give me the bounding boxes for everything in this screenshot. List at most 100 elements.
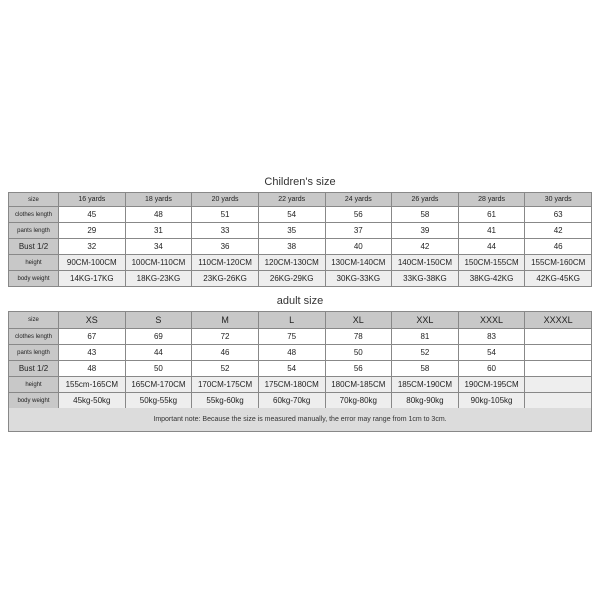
cell: 37 (325, 223, 392, 239)
col-header: L (258, 312, 325, 329)
col-header: XXXL (458, 312, 525, 329)
cell: 72 (192, 329, 259, 345)
children-size-table: size 16 yards 18 yards 20 yards 22 yards… (8, 192, 592, 287)
cell (525, 393, 592, 409)
cell: 180CM-185CM (325, 377, 392, 393)
cell: 90kg-105kg (458, 393, 525, 409)
table-row: Bust 1/2 48 50 52 54 56 58 60 (9, 361, 592, 377)
cell (525, 329, 592, 345)
cell: 51 (192, 207, 259, 223)
table-row: clothes length 67 69 72 75 78 81 83 (9, 329, 592, 345)
cell: 42 (525, 223, 592, 239)
cell: 54 (258, 207, 325, 223)
bust-label: Bust 1/2 (9, 239, 59, 255)
cell (525, 377, 592, 393)
cell: 50 (325, 345, 392, 361)
cell: 48 (258, 345, 325, 361)
cell: 155cm-165CM (59, 377, 126, 393)
cell: 31 (125, 223, 192, 239)
cell: 44 (125, 345, 192, 361)
cell: 190CM-195CM (458, 377, 525, 393)
cell: 26KG-29KG (258, 271, 325, 287)
cell: 45kg-50kg (59, 393, 126, 409)
size-label: size (9, 193, 59, 207)
table-row: pants length 43 44 46 48 50 52 54 (9, 345, 592, 361)
children-title: Children's size (8, 168, 592, 192)
cell: 81 (392, 329, 459, 345)
cell: 55kg-60kg (192, 393, 259, 409)
cell: 58 (392, 361, 459, 377)
cell: 170CM-175CM (192, 377, 259, 393)
adult-title: adult size (8, 287, 592, 311)
cell: 52 (392, 345, 459, 361)
cell: 40 (325, 239, 392, 255)
cell: 69 (125, 329, 192, 345)
body-weight-label: body weight (9, 271, 59, 287)
cell: 185CM-190CM (392, 377, 459, 393)
cell: 48 (59, 361, 126, 377)
clothes-length-label: clothes length (9, 329, 59, 345)
table-row: Bust 1/2 32 34 36 38 40 42 44 46 (9, 239, 592, 255)
table-row: height 90CM-100CM 100CM-110CM 110CM-120C… (9, 255, 592, 271)
table-row: body weight 14KG-17KG 18KG-23KG 23KG-26K… (9, 271, 592, 287)
cell: 38KG-42KG (458, 271, 525, 287)
col-header: 26 yards (392, 193, 459, 207)
cell: 42KG-45KG (525, 271, 592, 287)
cell: 50kg-55kg (125, 393, 192, 409)
cell: 18KG-23KG (125, 271, 192, 287)
cell: 110CM-120CM (192, 255, 259, 271)
body-weight-label: body weight (9, 393, 59, 409)
cell: 23KG-26KG (192, 271, 259, 287)
cell: 67 (59, 329, 126, 345)
cell: 58 (392, 207, 459, 223)
cell: 78 (325, 329, 392, 345)
cell: 60kg-70kg (258, 393, 325, 409)
cell: 165CM-170CM (125, 377, 192, 393)
cell: 130CM-140CM (325, 255, 392, 271)
size-tables-container: Children's size size 16 yards 18 yards 2… (8, 168, 592, 432)
col-header: 24 yards (325, 193, 392, 207)
cell: 120CM-130CM (258, 255, 325, 271)
cell: 155CM-160CM (525, 255, 592, 271)
col-header: XXXXL (525, 312, 592, 329)
col-header: XS (59, 312, 126, 329)
cell: 63 (525, 207, 592, 223)
table-row: clothes length 45 48 51 54 56 58 61 63 (9, 207, 592, 223)
cell: 90CM-100CM (59, 255, 126, 271)
cell: 70kg-80kg (325, 393, 392, 409)
cell: 50 (125, 361, 192, 377)
table-row: size XS S M L XL XXL XXXL XXXXL (9, 312, 592, 329)
col-header: S (125, 312, 192, 329)
cell: 35 (258, 223, 325, 239)
cell: 14KG-17KG (59, 271, 126, 287)
cell: 175CM-180CM (258, 377, 325, 393)
pants-length-label: pants length (9, 223, 59, 239)
col-header: XXL (392, 312, 459, 329)
footnote: Important note: Because the size is meas… (8, 408, 592, 432)
table-row: height 155cm-165CM 165CM-170CM 170CM-175… (9, 377, 592, 393)
col-header: 16 yards (59, 193, 126, 207)
cell: 140CM-150CM (392, 255, 459, 271)
cell (525, 345, 592, 361)
cell: 54 (258, 361, 325, 377)
cell: 42 (392, 239, 459, 255)
cell: 30KG-33KG (325, 271, 392, 287)
height-label: height (9, 255, 59, 271)
cell: 43 (59, 345, 126, 361)
col-header: 18 yards (125, 193, 192, 207)
cell: 44 (458, 239, 525, 255)
cell: 83 (458, 329, 525, 345)
cell: 56 (325, 361, 392, 377)
size-label: size (9, 312, 59, 329)
cell: 38 (258, 239, 325, 255)
cell: 80kg-90kg (392, 393, 459, 409)
col-header: XL (325, 312, 392, 329)
cell: 41 (458, 223, 525, 239)
cell: 29 (59, 223, 126, 239)
height-label: height (9, 377, 59, 393)
cell: 39 (392, 223, 459, 239)
cell: 100CM-110CM (125, 255, 192, 271)
cell: 56 (325, 207, 392, 223)
cell: 54 (458, 345, 525, 361)
col-header: 28 yards (458, 193, 525, 207)
